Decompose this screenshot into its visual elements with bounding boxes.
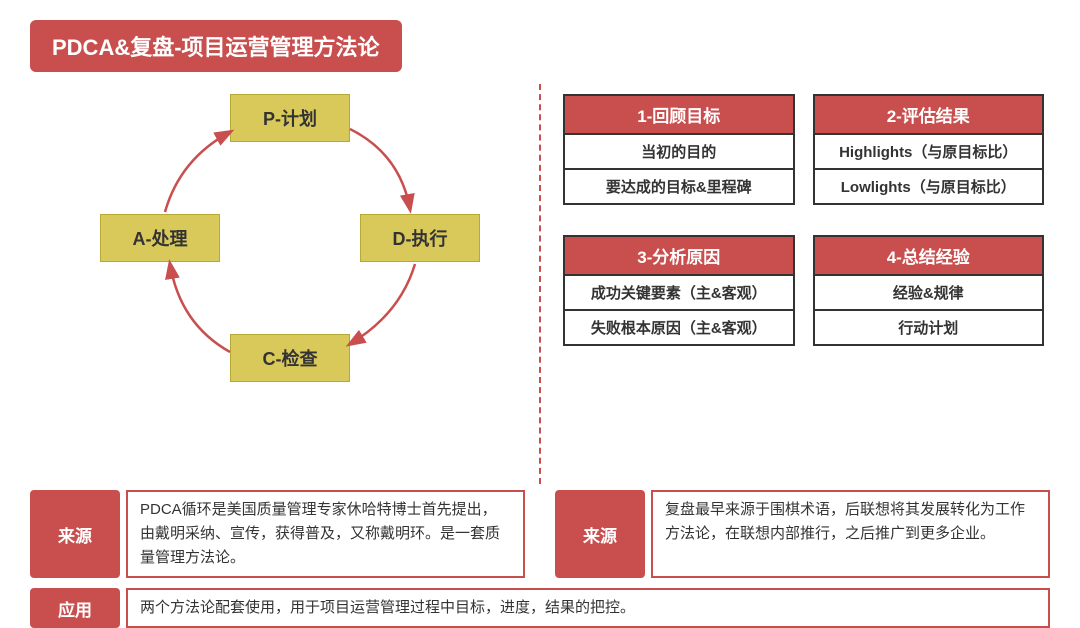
table-1-row: 当初的目的 bbox=[565, 135, 793, 168]
table-4: 4-总结经验 经验&规律 行动计划 bbox=[813, 235, 1045, 346]
source-right: 来源 复盘最早来源于围棋术语，后联想将其发展转化为工作方法论，在联想内部推行，之… bbox=[555, 490, 1050, 578]
sources-row: 来源 PDCA循环是美国质量管理专家休哈特博士首先提出，由戴明采纳、宣传，获得普… bbox=[30, 490, 1050, 578]
table-4-row: 经验&规律 bbox=[815, 276, 1043, 309]
page-title: PDCA&复盘-项目运营管理方法论 bbox=[30, 20, 402, 72]
review-panel: 1-回顾目标 当初的目的 要达成的目标&里程碑 2-评估结果 Highlight… bbox=[541, 84, 1050, 484]
table-2-row: Lowlights（与原目标比） bbox=[815, 168, 1043, 203]
source-left-text: PDCA循环是美国质量管理专家休哈特博士首先提出，由戴明采纳、宣传，获得普及，又… bbox=[126, 490, 525, 578]
application-label: 应用 bbox=[30, 588, 120, 628]
review-tables-grid: 1-回顾目标 当初的目的 要达成的目标&里程碑 2-评估结果 Highlight… bbox=[563, 94, 1044, 346]
table-2-row: Highlights（与原目标比） bbox=[815, 135, 1043, 168]
table-3: 3-分析原因 成功关键要素（主&客观） 失败根本原因（主&客观） bbox=[563, 235, 795, 346]
table-3-row: 失败根本原因（主&客观） bbox=[565, 309, 793, 344]
pdca-cycle: P-计划 D-执行 C-检查 A-处理 bbox=[30, 84, 539, 424]
table-3-row: 成功关键要素（主&客观） bbox=[565, 276, 793, 309]
source-right-text: 复盘最早来源于围棋术语，后联想将其发展转化为工作方法论，在联想内部推行，之后推广… bbox=[651, 490, 1050, 578]
source-right-label: 来源 bbox=[555, 490, 645, 578]
application-row: 应用 两个方法论配套使用，用于项目运营管理过程中目标，进度，结果的把控。 bbox=[30, 588, 1050, 628]
table-3-header: 3-分析原因 bbox=[565, 237, 793, 276]
table-1-header: 1-回顾目标 bbox=[565, 96, 793, 135]
application-text: 两个方法论配套使用，用于项目运营管理过程中目标，进度，结果的把控。 bbox=[126, 588, 1050, 628]
table-1: 1-回顾目标 当初的目的 要达成的目标&里程碑 bbox=[563, 94, 795, 205]
table-4-header: 4-总结经验 bbox=[815, 237, 1043, 276]
main-area: P-计划 D-执行 C-检查 A-处理 1-回顾目标 当初的目的 bbox=[30, 84, 1050, 484]
table-2: 2-评估结果 Highlights（与原目标比） Lowlights（与原目标比… bbox=[813, 94, 1045, 205]
source-left-label: 来源 bbox=[30, 490, 120, 578]
pdca-panel: P-计划 D-执行 C-检查 A-处理 bbox=[30, 84, 539, 484]
source-left: 来源 PDCA循环是美国质量管理专家休哈特博士首先提出，由戴明采纳、宣传，获得普… bbox=[30, 490, 525, 578]
table-1-row: 要达成的目标&里程碑 bbox=[565, 168, 793, 203]
cycle-arrows bbox=[30, 84, 550, 404]
table-4-row: 行动计划 bbox=[815, 309, 1043, 344]
table-2-header: 2-评估结果 bbox=[815, 96, 1043, 135]
